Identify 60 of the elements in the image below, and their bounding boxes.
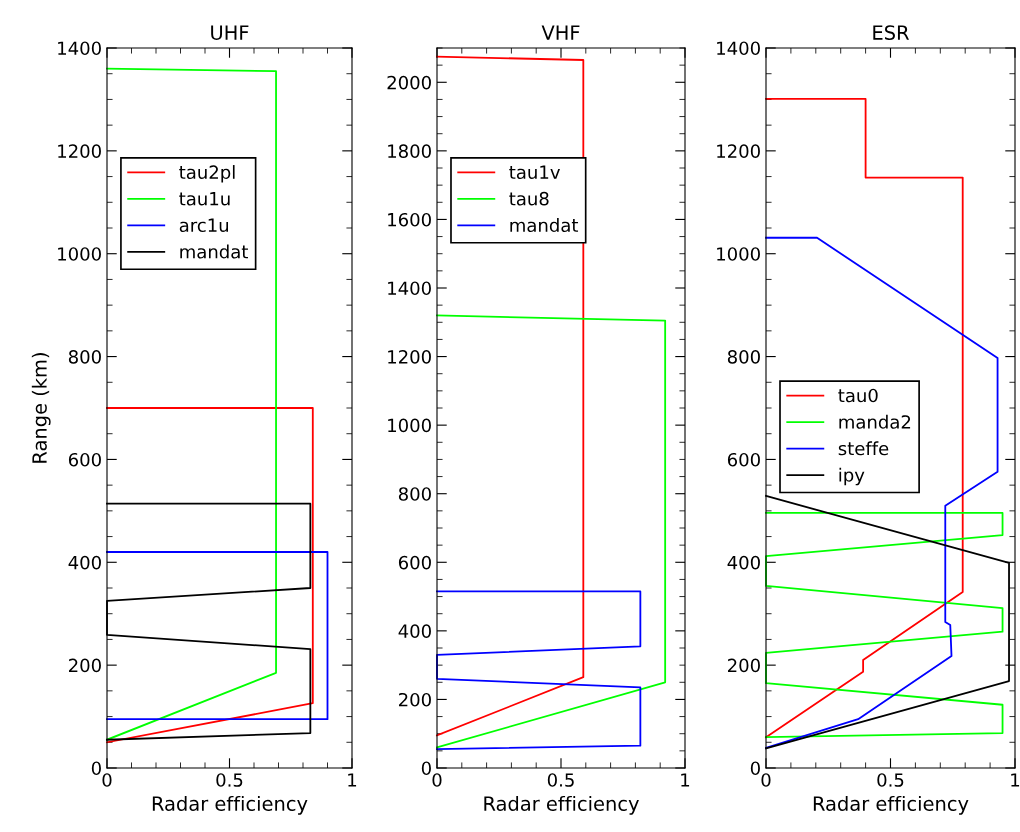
x-tick-label: 1	[348, 773, 357, 787]
y-tick-label: 1000	[58, 247, 101, 261]
chart-title: UHF	[211, 25, 249, 40]
y-tick-label: 600	[727, 452, 760, 467]
legend-label: tau8	[509, 191, 549, 206]
x-tick-label: 0	[761, 773, 771, 787]
x-tick-label: 0.5	[547, 773, 574, 787]
legend-label: mandat	[510, 218, 579, 233]
x-tick-label: 0	[432, 773, 442, 787]
y-tick-label: 1000	[388, 418, 431, 433]
y-tick-label: 600	[68, 452, 101, 467]
line-series	[765, 98, 964, 739]
line-series	[106, 67, 277, 741]
line-series	[436, 590, 642, 751]
x-tick-label: 0.5	[216, 773, 243, 787]
legend-label: tau0	[838, 388, 878, 403]
y-tick-label: 0	[750, 761, 760, 776]
y-tick-label: 1400	[717, 41, 760, 56]
chart-title: VHF	[541, 25, 580, 40]
y-tick-label: 1800	[388, 144, 431, 158]
line-series	[765, 236, 999, 749]
line-series	[436, 55, 585, 737]
y-tick-label: 1000	[717, 247, 760, 261]
y-tick-label: 1600	[388, 212, 431, 227]
x-axis-title: Radar efficiency	[484, 795, 639, 815]
x-tick-label: 1	[1011, 773, 1020, 787]
y-tick-label: 800	[727, 350, 760, 364]
y-tick-label: 1200	[717, 144, 760, 158]
y-tick-label: 1400	[388, 281, 431, 296]
legend-label: manda2	[839, 414, 911, 429]
legend-label: tau1u	[179, 192, 230, 206]
legend-label: mandat	[180, 244, 248, 259]
legend-label: tau2pl	[179, 165, 235, 183]
y-tick-label: 400	[68, 555, 101, 570]
legend-label: tau1v	[509, 165, 560, 180]
y-tick-label: 200	[399, 692, 431, 707]
legend-label: arc1u	[179, 218, 228, 233]
x-tick-label: 1	[681, 773, 690, 787]
y-tick-label: 200	[69, 658, 101, 673]
y-tick-label: 600	[398, 555, 431, 570]
y-tick-label: 0	[91, 761, 101, 776]
line-series	[436, 314, 667, 749]
y-tick-label: 1200	[388, 350, 431, 364]
y-tick-label: 800	[68, 350, 101, 364]
legend-label: steffe	[838, 441, 889, 456]
x-axis-title: Radar efficiency	[813, 795, 969, 815]
y-tick-label: 400	[398, 624, 431, 638]
x-tick-label: 0.5	[877, 773, 904, 787]
y-tick-label: 0	[421, 761, 431, 776]
legend-label: ipy	[839, 467, 865, 486]
x-axis-title: Radar efficiency	[152, 795, 308, 815]
y-tick-label: 1200	[58, 144, 101, 158]
x-tick-label: 0	[102, 773, 112, 787]
y-axis-title: Range (km)	[31, 353, 51, 463]
chart-title: ESR	[873, 25, 910, 40]
y-tick-label: 400	[727, 555, 760, 570]
y-tick-label: 2000	[387, 75, 431, 90]
y-tick-label: 1400	[58, 41, 101, 56]
y-tick-label: 800	[398, 487, 431, 501]
y-tick-label: 200	[728, 658, 760, 673]
